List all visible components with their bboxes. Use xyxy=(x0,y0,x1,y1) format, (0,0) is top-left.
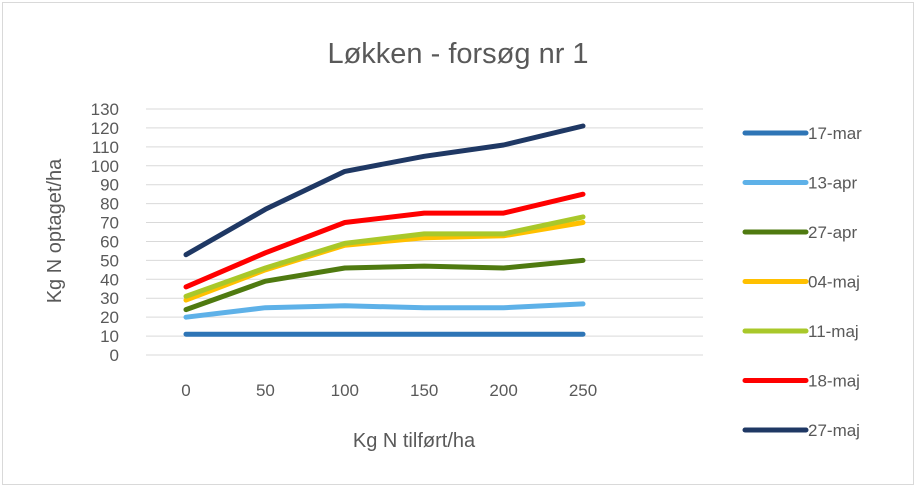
y-tick-label: 60 xyxy=(100,232,119,251)
x-tick-label: 100 xyxy=(331,381,359,400)
legend-label: 13-apr xyxy=(808,174,857,193)
legend: 17-mar 13-apr 27-apr 04-maj 11-maj 18-maj 27-m… xyxy=(742,124,862,440)
series-line-18-maj xyxy=(183,191,586,290)
x-axis-ticks: 0 50 100 150 200 250 xyxy=(181,381,597,400)
y-tick-label: 80 xyxy=(100,195,119,214)
y-tick-label: 40 xyxy=(100,270,119,289)
y-tick-label: 30 xyxy=(100,289,119,308)
chart-title: Løkken - forsøg nr 1 xyxy=(327,38,588,70)
legend-label: 27-apr xyxy=(808,223,857,242)
x-tick-label: 0 xyxy=(181,381,190,400)
legend-label: 17-mar xyxy=(808,124,862,143)
y-tick-label: 90 xyxy=(100,176,119,195)
series-line-13-apr xyxy=(183,301,586,320)
x-tick-label: 50 xyxy=(256,381,275,400)
series-line-27-apr xyxy=(183,257,586,313)
series-line-27-maj xyxy=(183,123,586,258)
y-tick-label: 100 xyxy=(91,157,119,176)
y-tick-label: 120 xyxy=(91,119,119,138)
y-tick-label: 20 xyxy=(100,308,119,327)
y-tick-label: 50 xyxy=(100,251,119,270)
series-lines xyxy=(183,123,586,337)
x-axis-title: Kg N tilført/ha xyxy=(353,430,476,452)
legend-label: 27-maj xyxy=(808,421,860,440)
x-tick-label: 200 xyxy=(489,381,517,400)
series-line-11-maj xyxy=(183,214,586,299)
y-tick-label: 10 xyxy=(100,327,119,346)
x-tick-label: 150 xyxy=(410,381,438,400)
legend-label: 18-maj xyxy=(808,372,860,391)
x-tick-label: 250 xyxy=(569,381,597,400)
y-axis-title: Kg N optaget/ha xyxy=(44,158,66,303)
y-tick-label: 70 xyxy=(100,214,119,233)
y-tick-label: 110 xyxy=(92,138,119,157)
legend-label: 04-maj xyxy=(808,273,860,292)
legend-label: 11-maj xyxy=(808,322,859,341)
y-tick-label: 0 xyxy=(110,346,119,365)
y-tick-label: 130 xyxy=(91,100,119,119)
gridlines xyxy=(146,108,703,356)
